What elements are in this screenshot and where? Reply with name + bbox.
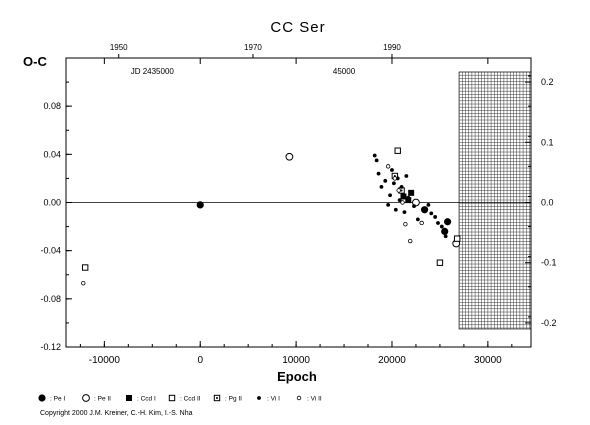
data-point [397, 198, 402, 202]
data-point [439, 224, 444, 229]
data-point [385, 164, 391, 169]
data-point [285, 152, 294, 161]
right-y-tick-label: 0.2 [541, 77, 554, 87]
y-tick-label: -0.08 [40, 294, 61, 304]
legend-symbol [257, 396, 261, 400]
data-point [420, 206, 429, 214]
copyright-text: Copyright 2000 J.M. Kreiner, C.-H. Kim, … [40, 410, 193, 417]
data-point [394, 147, 401, 154]
data-point [426, 203, 431, 207]
legend-label: : Ccd II [180, 396, 201, 403]
year-tick-label: 1970 [244, 43, 262, 52]
legend-symbol [126, 395, 132, 401]
jd-label: JD 2435000 [131, 67, 175, 76]
right-y-tick-label: 0.0 [541, 198, 554, 208]
x-tick-label: 0 [197, 355, 203, 366]
data-point [453, 235, 461, 242]
future-epoch-grid [458, 71, 532, 330]
data-point [408, 189, 415, 196]
data-point [406, 195, 411, 200]
data-point [388, 193, 392, 198]
data-point [383, 178, 388, 183]
data-point [372, 153, 377, 158]
legend-label: : Pe I [50, 396, 65, 403]
data-point [390, 168, 394, 172]
data-point [393, 207, 398, 212]
year-tick-label: 1950 [110, 43, 128, 52]
data-point [402, 210, 407, 215]
data-point [407, 238, 413, 244]
legend-symbol [82, 394, 90, 402]
data-point [436, 259, 444, 266]
right-y-tick-label: 0.1 [541, 137, 554, 147]
data-point [429, 211, 434, 216]
year-tick-label: 1990 [383, 43, 401, 52]
chart-title: CC Ser [270, 19, 325, 36]
data-point [419, 220, 424, 226]
data-point [415, 217, 420, 222]
y-tick-label: 0.08 [43, 101, 61, 111]
right-y-tick-label: -0.2 [541, 318, 557, 328]
legend-label: : Vi II [307, 396, 322, 403]
right-y-tick-label: -0.1 [541, 258, 557, 268]
data-point [376, 171, 381, 176]
data-point [379, 184, 384, 189]
legend-symbol [213, 394, 221, 402]
data-point [81, 264, 89, 271]
data-point [443, 218, 452, 226]
data-point [405, 197, 412, 204]
data-point [436, 221, 440, 225]
legend: : Pe I : Pe II : Ccd I : Ccd II : Pg II : Vi … [38, 394, 322, 403]
data-point [400, 200, 405, 205]
legend-label: : Vi I [267, 396, 280, 403]
data-point [400, 193, 407, 200]
legend-label: : Pe II [94, 396, 111, 403]
data-point [433, 215, 438, 219]
y-axis-label: O-C [23, 54, 47, 69]
data-point [391, 181, 396, 186]
data-point [392, 176, 398, 181]
legend-label: : Pg II [225, 396, 242, 403]
legend-symbol [296, 395, 302, 401]
legend-symbol [168, 394, 176, 402]
x-axis-label: Epoch [277, 369, 317, 384]
legend-label: : Ccd I [137, 396, 156, 403]
data-point [404, 174, 409, 178]
y-tick-label: 0.00 [43, 198, 61, 208]
data-point [396, 188, 401, 193]
data-point [443, 234, 448, 239]
y-tick-label: -0.04 [40, 246, 61, 256]
data-point [374, 158, 379, 163]
data-point [412, 198, 420, 207]
y-tick-label: 0.04 [43, 149, 61, 159]
jd-tick-label: 45000 [333, 67, 356, 76]
data-point [403, 221, 408, 227]
future-region-box [458, 71, 532, 330]
data-point [386, 203, 391, 207]
legend-symbol [38, 394, 46, 402]
data-point [81, 280, 86, 286]
data-point [196, 201, 204, 209]
x-tick-label: -10000 [89, 355, 121, 366]
y-tick-label: -0.12 [40, 342, 61, 352]
data-point [441, 227, 449, 235]
x-tick-label: 30000 [474, 355, 502, 366]
data-point [399, 184, 404, 189]
x-tick-label: 10000 [282, 355, 310, 366]
x-tick-label: 20000 [378, 355, 406, 366]
data-point [412, 204, 416, 209]
